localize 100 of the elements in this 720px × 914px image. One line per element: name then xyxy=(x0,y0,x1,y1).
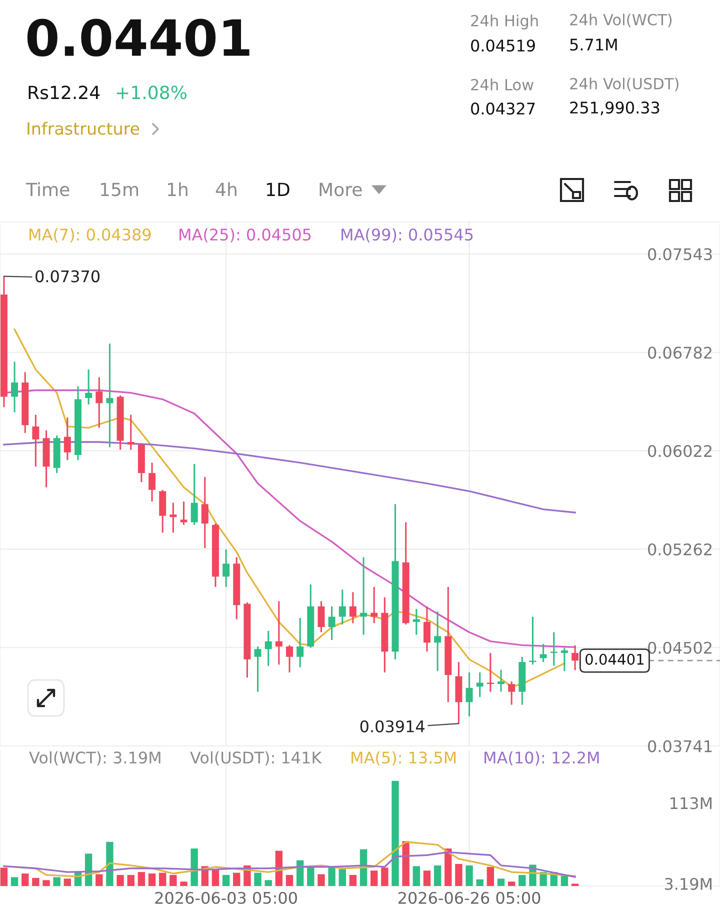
candlestick xyxy=(338,588,346,626)
candlestick xyxy=(296,617,304,668)
bar xyxy=(444,848,452,886)
text: Time xyxy=(26,182,70,196)
bar xyxy=(508,882,516,886)
text: 5.71M xyxy=(570,38,617,51)
candlestick xyxy=(360,556,368,636)
bar xyxy=(32,878,40,886)
bar xyxy=(190,848,198,886)
x-tick-label: 2026-06-26 05:00 xyxy=(398,892,540,904)
bar xyxy=(53,877,60,886)
bar xyxy=(138,872,146,886)
candlestick xyxy=(370,586,378,624)
text: 24h Vol(USDT) xyxy=(570,78,678,92)
candlestick xyxy=(423,606,430,652)
bar xyxy=(106,842,114,886)
candlestick xyxy=(201,476,208,549)
bar xyxy=(381,868,388,886)
candlestick xyxy=(264,630,272,667)
bar xyxy=(42,880,50,886)
candlestick xyxy=(498,669,504,693)
annotation: 0.03914 xyxy=(360,720,424,732)
y-tick-label: 0.05262 xyxy=(648,543,712,556)
bar xyxy=(402,841,410,886)
candlestick xyxy=(318,600,325,634)
candlestick xyxy=(64,416,71,461)
text: 15m xyxy=(100,182,138,196)
bar xyxy=(127,874,134,886)
text: 251,990.33 xyxy=(570,102,660,116)
ref-line-label: 0.04401 xyxy=(586,654,644,665)
candlestick xyxy=(486,652,494,693)
text: 0.04401 xyxy=(27,18,250,57)
text: Infrastructure xyxy=(28,122,140,135)
bar xyxy=(328,868,336,886)
candlestick xyxy=(254,646,262,693)
bar xyxy=(434,865,442,886)
candlestick xyxy=(508,680,516,706)
bar xyxy=(222,874,230,886)
candlestick xyxy=(222,548,230,588)
bar xyxy=(296,860,304,886)
candlestick xyxy=(560,647,568,672)
candlestick xyxy=(466,672,473,718)
bar xyxy=(96,874,103,886)
bar xyxy=(318,874,325,886)
text: 4h xyxy=(216,182,236,196)
text: MA(25): 0.04505 xyxy=(180,228,311,243)
bar xyxy=(338,869,346,886)
annotation: Vol(USDT): 141K xyxy=(190,751,322,766)
bar xyxy=(148,874,156,886)
text: More xyxy=(320,182,362,196)
candlestick xyxy=(572,644,579,671)
bar xyxy=(518,874,526,886)
y-tick-label: 0.07543 xyxy=(648,248,712,260)
text: Rs12.24 xyxy=(28,86,100,100)
bar xyxy=(349,874,357,886)
candlestick xyxy=(190,463,198,526)
bar xyxy=(254,872,262,886)
candlestick xyxy=(550,631,558,667)
text: 24h Vol(WCT) xyxy=(570,14,672,28)
annotation: 0.07370 xyxy=(36,270,100,282)
bar xyxy=(370,870,378,886)
text: MA(99): 0.05545 xyxy=(342,228,473,243)
bar xyxy=(412,866,420,886)
bar xyxy=(10,877,18,886)
y-tick-label: 0.03741 xyxy=(648,740,712,752)
bar xyxy=(286,874,294,886)
bar xyxy=(392,780,399,886)
candlestick xyxy=(106,342,114,448)
candlestick xyxy=(286,644,293,674)
annotation: Vol(WCT): 3.19M xyxy=(29,751,160,766)
candlestick xyxy=(275,600,282,666)
candlestick xyxy=(349,591,356,624)
bar xyxy=(455,864,462,886)
bar xyxy=(497,878,505,886)
bar xyxy=(486,866,494,886)
text: 0.04327 xyxy=(471,102,535,115)
bar xyxy=(476,879,484,886)
candlestick xyxy=(540,643,547,663)
candlestick xyxy=(412,608,420,636)
text: 1D xyxy=(266,182,290,196)
text: +1.08% xyxy=(116,86,186,100)
candlestick xyxy=(434,610,442,672)
candlestick xyxy=(85,368,92,406)
bar xyxy=(423,870,431,886)
bar xyxy=(212,870,220,886)
text: 24h Low xyxy=(471,78,534,90)
line-series xyxy=(3,851,576,878)
candlestick xyxy=(148,462,156,502)
bar xyxy=(466,865,473,886)
candlestick xyxy=(170,502,177,534)
bar xyxy=(307,866,314,886)
bar xyxy=(116,874,124,886)
text: MA(5): 13.5M xyxy=(352,751,456,766)
candlestick xyxy=(529,616,536,666)
text: MA(7): 0.04389 xyxy=(30,228,151,243)
y-tick-label: 0.04502 xyxy=(648,642,712,654)
y-tick-label: 3.19M xyxy=(664,878,712,890)
text: 1h xyxy=(168,182,188,196)
bar xyxy=(170,874,177,886)
y-tick-label: 0.06782 xyxy=(648,346,712,359)
